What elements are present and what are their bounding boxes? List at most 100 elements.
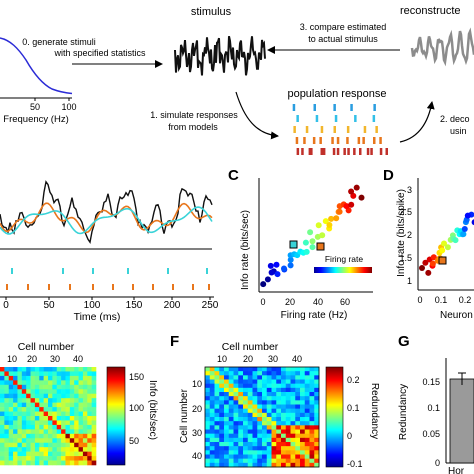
panel-b-cyan-spike: [62, 268, 64, 274]
panel-e-cell: [56, 411, 62, 417]
panel-c-point: [336, 208, 343, 215]
panel-d-ytick: 3: [407, 185, 412, 195]
panel-e-cell: [39, 442, 44, 448]
panel-f-cell: [309, 387, 315, 393]
panel-e-cell: [17, 451, 23, 457]
panel-f-cell: [247, 437, 253, 443]
panel-e-cell: [43, 380, 49, 386]
spectrum-curve: [0, 37, 73, 95]
panel-e-cell: [43, 424, 49, 430]
panel-f-cell: [304, 425, 310, 430]
panel-e-cell: [69, 433, 75, 439]
panel-f-cell: [300, 442, 306, 447]
panel-e-cell: [52, 420, 58, 426]
panel-e-cell: [78, 433, 84, 439]
panel-f-cell: [209, 462, 215, 468]
panel-f-cell: [209, 421, 215, 426]
panel-f-cell: [262, 379, 268, 384]
panel-f-cell: [309, 425, 315, 430]
panel-f-cell: [233, 429, 239, 434]
panel-e-cell: [78, 398, 84, 403]
panel-f-cell: [238, 396, 244, 401]
panel-e-cell: [17, 407, 23, 412]
panel-e-cell: [43, 442, 49, 448]
panel-e-cell: [74, 402, 79, 408]
panel-f-cell: [314, 412, 320, 418]
panel-e-cell: [61, 375, 66, 381]
panel-f-cell: [233, 400, 239, 405]
spectrum-panel: 50 100 Frequency (Hz): [0, 37, 77, 125]
panel-f-cell: [271, 383, 277, 389]
panel-e-cell: [0, 384, 5, 390]
panel-e-cell: [74, 447, 79, 452]
panel-d-letter: D: [383, 167, 394, 184]
panel-f-cell: [247, 454, 253, 459]
panel-f-cell: [224, 392, 230, 397]
panel-f-cell: [271, 371, 277, 376]
panel-f-cell: [219, 454, 225, 459]
panel-f-cell: [266, 392, 272, 397]
raster-spike: [370, 148, 373, 155]
panel-f-cell: [233, 417, 239, 422]
panel-e-cell: [43, 438, 49, 444]
panel-e-cell: [0, 416, 5, 421]
panel-c-highlight-cyan: [289, 240, 298, 249]
panel-f-cell: [271, 375, 277, 380]
panel-g-xlabel: Hor: [448, 466, 465, 474]
panel-f-cell: [290, 429, 296, 434]
panel-e-cell: [17, 398, 23, 403]
panel-e-cell: [21, 411, 27, 417]
panel-e-cell: [26, 429, 31, 435]
panel-f-cell: [314, 437, 320, 443]
panel-e-cell: [26, 416, 31, 421]
panel-f-cell: [276, 396, 282, 401]
panel-e-cell: [39, 384, 44, 390]
panel-e-cell: [91, 398, 97, 403]
panel-f-cell: [252, 412, 258, 418]
panel-f-cell: [276, 379, 282, 384]
panel-f-cell: [285, 412, 291, 418]
panel-f-cell: [285, 392, 291, 397]
panel-e-cell: [74, 380, 79, 386]
panel-e-cell: [52, 384, 58, 390]
panel-f-cell: [314, 371, 320, 376]
panel-f-cell: [247, 450, 253, 455]
panel-f-cell: [243, 454, 249, 459]
panel-f-cell: [243, 450, 249, 455]
panel-f-cell: [314, 433, 320, 439]
panel-e-cell: [13, 420, 18, 426]
panel-f-cell: [262, 408, 268, 414]
panel-f-cell: [262, 458, 268, 464]
panel-f-cell: [238, 375, 244, 380]
panel-f-cell: [281, 379, 287, 384]
panel-f-cell: [314, 375, 320, 380]
panel-e-cell: [8, 380, 14, 386]
panel-f-cell: [295, 387, 301, 393]
raster-spike: [373, 104, 376, 111]
panel-e-cell: [26, 407, 31, 412]
panel-f-cell: [314, 454, 320, 459]
panel-f-cell: [295, 433, 301, 439]
panel-f-cell: [300, 408, 306, 414]
panel-f-cell: [266, 429, 272, 434]
panel-f-cell: [252, 371, 258, 376]
panel-e-cell: [8, 451, 14, 457]
panel-e-cell: [69, 442, 75, 448]
panel-e-cell: [48, 416, 53, 421]
panel-e-cell: [26, 424, 31, 430]
panel-f-cell: [304, 379, 310, 384]
raster-spike: [334, 115, 338, 122]
panel-e-cell: [61, 407, 66, 412]
population-title: population response: [287, 88, 386, 100]
panel-e-cell: [48, 398, 53, 403]
panel-c-xtick: 0: [260, 297, 265, 307]
panel-e-cell: [39, 380, 44, 386]
panel-e-cell: [21, 420, 27, 426]
panel-f-cbar-tick: 0.1: [347, 403, 360, 413]
panel-f-cell: [209, 458, 215, 464]
panel-f-cell: [276, 442, 282, 447]
stimulus-title: stimulus: [191, 6, 232, 18]
panel-f-cell: [300, 371, 306, 376]
panel-e-cell: [78, 456, 84, 461]
panel-e-cell: [91, 367, 97, 372]
